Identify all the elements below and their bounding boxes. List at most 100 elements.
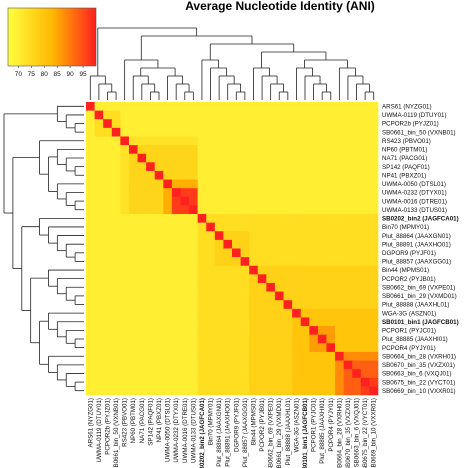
heatmap-cell bbox=[240, 377, 250, 387]
heatmap-cell bbox=[214, 205, 224, 215]
heatmap-cell bbox=[352, 145, 362, 155]
heatmap-cell bbox=[146, 222, 156, 232]
heatmap-cell bbox=[257, 334, 267, 344]
heatmap-cell bbox=[180, 205, 190, 215]
heatmap-cell bbox=[232, 205, 241, 215]
heatmap-cell bbox=[206, 351, 216, 361]
row-label: SB0664_bin_28 (VXRH01) bbox=[382, 353, 456, 360]
heatmap-cell bbox=[86, 153, 95, 163]
heatmap-cell bbox=[171, 343, 181, 353]
heatmap-cell bbox=[214, 153, 224, 163]
heatmap-cell bbox=[300, 102, 310, 111]
heatmap-cell bbox=[223, 334, 233, 344]
heatmap-cell bbox=[369, 248, 379, 258]
heatmap-cell bbox=[309, 334, 319, 344]
heatmap-cell bbox=[292, 274, 302, 284]
column-label: UWMA-0232 (DTYX01) bbox=[173, 398, 180, 463]
heatmap-cell bbox=[232, 377, 241, 387]
heatmap-cell bbox=[369, 377, 379, 387]
heatmap-cell bbox=[300, 257, 310, 267]
heatmap-cell bbox=[180, 153, 190, 163]
heatmap-cell bbox=[369, 127, 379, 137]
heatmap-cell bbox=[214, 248, 224, 258]
heatmap-cell bbox=[146, 214, 156, 223]
heatmap-cell bbox=[137, 110, 147, 120]
heatmap-cell bbox=[240, 179, 250, 189]
heatmap-cell bbox=[171, 127, 181, 137]
heatmap-cell bbox=[137, 222, 147, 232]
heatmap-cell bbox=[223, 205, 233, 215]
heatmap-cell bbox=[137, 179, 147, 189]
heatmap-cell bbox=[283, 257, 293, 267]
heatmap-cell bbox=[240, 369, 250, 379]
heatmap-cell bbox=[223, 257, 233, 267]
heatmap-cell bbox=[214, 110, 224, 120]
heatmap-cell bbox=[214, 377, 224, 387]
heatmap-cell bbox=[274, 326, 284, 335]
heatmap-cell bbox=[103, 153, 113, 163]
heatmap-cell bbox=[283, 145, 293, 155]
heatmap-cell bbox=[180, 222, 190, 232]
heatmap-cell bbox=[240, 326, 250, 335]
heatmap-cell bbox=[86, 343, 95, 353]
heatmap-cell bbox=[103, 300, 113, 310]
heatmap-cell bbox=[300, 162, 310, 172]
heatmap-cell bbox=[146, 205, 156, 215]
heatmap-cell bbox=[128, 326, 138, 335]
heatmap-cell bbox=[292, 179, 302, 189]
heatmap-cell bbox=[266, 188, 276, 198]
heatmap-cell bbox=[146, 170, 156, 180]
heatmap-cell bbox=[309, 170, 319, 180]
heatmap-cell bbox=[154, 308, 164, 318]
heatmap-cell bbox=[223, 102, 233, 111]
heatmap-cell bbox=[266, 205, 276, 215]
heatmap-cell bbox=[146, 308, 156, 318]
heatmap-cell bbox=[240, 291, 250, 301]
heatmap-cell bbox=[214, 386, 224, 396]
heatmap-cell bbox=[103, 188, 113, 198]
column-label: Plut_88888 (JAAXHL01) bbox=[285, 398, 292, 465]
heatmap-cell bbox=[240, 110, 250, 120]
heatmap-cell bbox=[232, 162, 241, 172]
heatmap-cell bbox=[249, 248, 259, 258]
heatmap-cell bbox=[197, 145, 207, 155]
heatmap-cell bbox=[360, 282, 370, 292]
column-label: PCPOR1 (PYJC01) bbox=[311, 398, 318, 452]
heatmap-cell bbox=[137, 334, 147, 344]
heatmap-cell bbox=[300, 196, 310, 206]
heatmap-cell bbox=[283, 127, 293, 137]
column-label: Plut_88864 (JAAXGN01) bbox=[216, 398, 223, 467]
heatmap-cell bbox=[214, 317, 224, 327]
heatmap-cell bbox=[335, 222, 344, 232]
heatmap-cell bbox=[360, 343, 370, 353]
heatmap-cell bbox=[309, 282, 319, 292]
heatmap-cell bbox=[111, 308, 121, 318]
column-label: SB0202_bin2 (JAGFCA01) bbox=[199, 398, 206, 468]
heatmap-cell bbox=[335, 119, 344, 129]
heatmap-cell bbox=[137, 127, 147, 137]
heatmap-cell bbox=[326, 127, 336, 137]
heatmap-cell bbox=[266, 214, 276, 223]
heatmap-cell bbox=[352, 326, 362, 335]
heatmap-cell bbox=[137, 102, 147, 111]
heatmap-cell bbox=[223, 239, 233, 249]
heatmap-cell bbox=[240, 351, 250, 361]
heatmap-cell bbox=[335, 265, 344, 275]
heatmap-cell bbox=[266, 317, 276, 327]
chart-title: Average Nucleotide Identity (ANI) bbox=[185, 0, 375, 13]
heatmap-cell bbox=[223, 317, 233, 327]
heatmap-cell bbox=[249, 274, 259, 284]
heatmap-cell bbox=[360, 231, 370, 241]
heatmap-cell bbox=[111, 369, 121, 379]
heatmap-cell bbox=[274, 334, 284, 344]
heatmap-cell bbox=[300, 326, 310, 335]
heatmap-cell bbox=[128, 308, 138, 318]
heatmap-cell bbox=[300, 179, 310, 189]
heatmap-cell bbox=[369, 257, 379, 267]
heatmap-cell bbox=[197, 369, 207, 379]
heatmap-cell bbox=[266, 162, 276, 172]
heatmap-cell bbox=[249, 170, 259, 180]
heatmap-cell bbox=[317, 334, 327, 344]
heatmap-cell bbox=[163, 265, 173, 275]
heatmap-cell bbox=[189, 127, 198, 137]
